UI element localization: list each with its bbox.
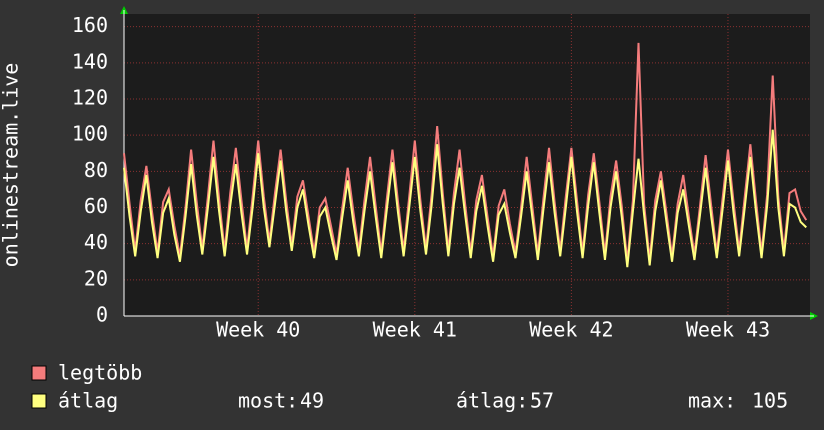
stat-label: max:	[688, 389, 736, 413]
legend-label: legtöbb	[58, 361, 142, 385]
y-tick-label: 40	[84, 230, 108, 254]
stat-value: 49	[300, 389, 324, 413]
stat-value: 105	[752, 389, 788, 413]
y-tick-label: 100	[72, 122, 108, 146]
legend-swatch	[31, 393, 47, 409]
series-line	[123, 42, 808, 262]
y-tick-label: 160	[72, 13, 108, 37]
legend-label: átlag	[58, 389, 118, 413]
y-tick-label: 80	[84, 158, 108, 182]
y-axis-label: onlinestream.live	[0, 63, 23, 268]
stat-label: most:	[238, 389, 298, 413]
y-tick-label: 20	[84, 266, 108, 290]
y-tick-label: 0	[96, 303, 108, 327]
y-tick-label: 60	[84, 194, 108, 218]
legend-swatch	[31, 365, 47, 381]
series-line	[123, 129, 807, 268]
y-tick-label: 120	[72, 85, 108, 109]
stat-value: 57	[530, 389, 554, 413]
y-tick-label: 140	[72, 49, 108, 73]
stat-label: átlag:	[456, 389, 528, 413]
x-tick-label: Week 42	[529, 318, 613, 342]
x-tick-label: Week 40	[216, 318, 300, 342]
x-tick-label: Week 41	[373, 318, 457, 342]
x-tick-label: Week 43	[686, 318, 770, 342]
